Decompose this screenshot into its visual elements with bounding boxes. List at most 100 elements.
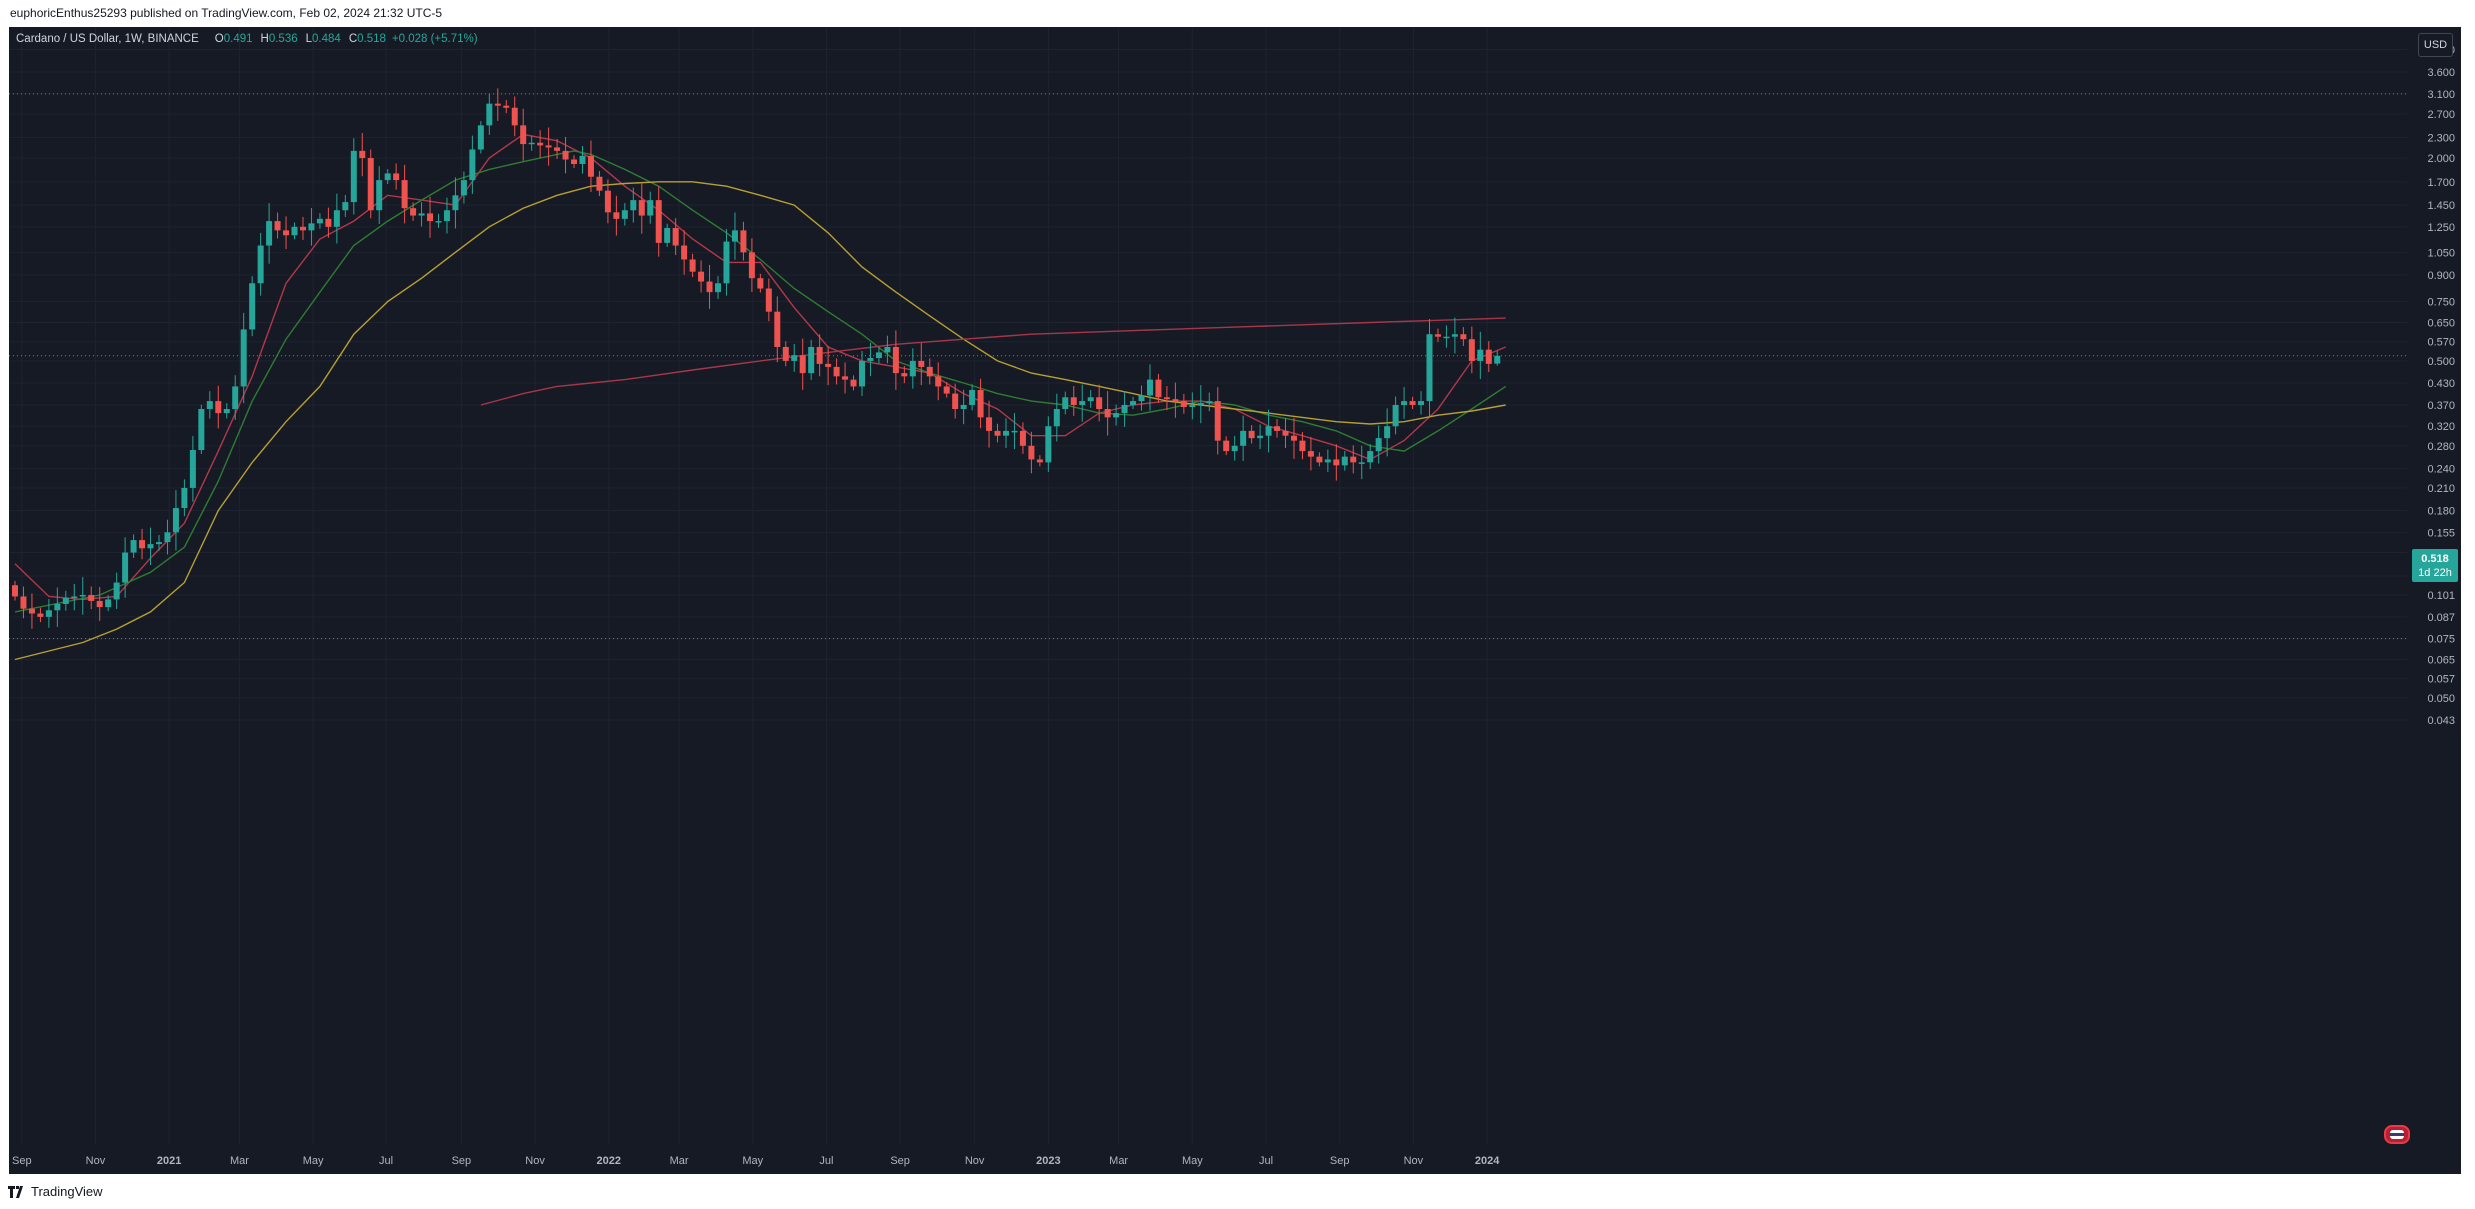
candle-body [1130, 401, 1137, 405]
candle-body [1172, 399, 1179, 402]
candle-body [1451, 334, 1458, 337]
candle-body [1290, 435, 1297, 441]
candle-body [579, 155, 586, 165]
candle-body [1189, 404, 1196, 407]
candle-body [630, 200, 637, 211]
candle-body [969, 389, 976, 405]
candle-body [960, 404, 967, 410]
candle-body [698, 271, 705, 282]
candle-body [1274, 426, 1281, 431]
candle-body [562, 150, 569, 160]
candle-body [1146, 379, 1153, 396]
candle-body [1358, 462, 1365, 464]
time-tick-label: Sep [452, 1155, 472, 1167]
candle-body [1070, 397, 1077, 405]
candle-body [918, 360, 925, 367]
candle-body [1019, 430, 1026, 446]
candle-body [1367, 451, 1374, 463]
candle-body [511, 107, 518, 126]
candle-body [189, 450, 196, 488]
price-tick-label: 0.750 [2427, 297, 2455, 309]
candle-body [105, 599, 112, 608]
candle-body [1163, 397, 1170, 400]
candle-body [1401, 401, 1408, 405]
price-tick-label: 0.087 [2427, 612, 2455, 624]
time-tick-label: May [742, 1155, 763, 1167]
candle-body [12, 585, 18, 597]
candle-body [350, 150, 357, 203]
tradingview-icon [8, 1185, 23, 1198]
candle-body [113, 582, 120, 600]
candle-body [1282, 430, 1289, 436]
candle-body [427, 213, 434, 222]
currency-button[interactable]: USD [2418, 33, 2453, 57]
us-flag-icon[interactable] [2384, 1125, 2410, 1144]
candle-body [54, 603, 61, 611]
time-tick-label: Nov [1404, 1155, 1424, 1167]
candle-body [130, 540, 137, 553]
price-tick-label: 3.100 [2427, 89, 2455, 101]
candle-body [977, 389, 984, 418]
candle-body [681, 245, 688, 260]
candle-body [748, 252, 755, 279]
chart-frame[interactable]: 4.2003.6003.1002.7002.3002.0001.7001.450… [9, 27, 2461, 1174]
high-label: H [260, 33, 269, 45]
candle-body [867, 358, 874, 361]
candle-body [1180, 401, 1187, 407]
candle-body [1341, 456, 1348, 466]
candle-body [1485, 349, 1492, 364]
candle-body [672, 227, 679, 246]
candle-body [139, 540, 146, 549]
candle-body [774, 311, 781, 347]
price-tick-label: 2.700 [2427, 109, 2455, 121]
open-label: O [214, 33, 224, 45]
low-label: L [305, 33, 313, 45]
candle-body [825, 363, 832, 367]
candle-body [1460, 334, 1467, 340]
price-tick-label: 0.050 [2427, 693, 2455, 705]
price-tick-label: 0.065 [2427, 655, 2455, 667]
candle-body [96, 600, 103, 608]
close-value: 0.518 [357, 33, 386, 45]
price-tick-label: 0.430 [2427, 378, 2455, 390]
footer: TradingView [0, 1174, 2475, 1209]
symbol-title[interactable]: Cardano / US Dollar, 1W, BINANCE [16, 33, 199, 45]
candle-body [62, 597, 69, 604]
tradingview-logo[interactable]: TradingView [8, 1184, 103, 1199]
price-tick-label: 1.450 [2427, 200, 2455, 212]
price-tick-label: 0.210 [2427, 483, 2455, 495]
candle-body [554, 147, 561, 151]
candle-body [1375, 438, 1382, 452]
candle-body [842, 376, 849, 380]
candle-body [765, 288, 772, 312]
time-tick-label: Jul [1259, 1155, 1273, 1167]
candle-body [943, 386, 950, 394]
candle-body [1265, 426, 1272, 436]
candle-body [342, 202, 349, 211]
candle-body [757, 278, 764, 289]
candle-body [88, 595, 95, 601]
price-tick-label: 1.700 [2427, 177, 2455, 189]
candle-body [1197, 403, 1204, 405]
candle-body [240, 329, 247, 387]
moving-average-line [14, 133, 1506, 601]
candle-body [325, 218, 332, 227]
candle-body [859, 360, 865, 387]
candle-body [901, 373, 908, 377]
price-chart-svg[interactable]: 4.2003.6003.1002.7002.3002.0001.7001.450… [9, 27, 2461, 1174]
candle-body [299, 226, 306, 231]
price-tick-label: 0.570 [2427, 337, 2455, 349]
candle-body [486, 103, 493, 126]
candle-body [452, 195, 459, 211]
price-tick-label: 0.101 [2427, 590, 2455, 602]
candle-body [122, 552, 129, 583]
last-price-value: 0.518 [2421, 553, 2449, 565]
candle-body [909, 360, 916, 377]
price-tick-label: 3.600 [2427, 67, 2455, 79]
candle-body [1494, 355, 1501, 364]
candle-body [410, 208, 417, 216]
candle-body [1307, 451, 1314, 457]
candle-body [37, 613, 44, 617]
publication-header: euphoricEnthus25293 published on Trading… [0, 0, 2475, 27]
candle-body [1434, 334, 1441, 337]
